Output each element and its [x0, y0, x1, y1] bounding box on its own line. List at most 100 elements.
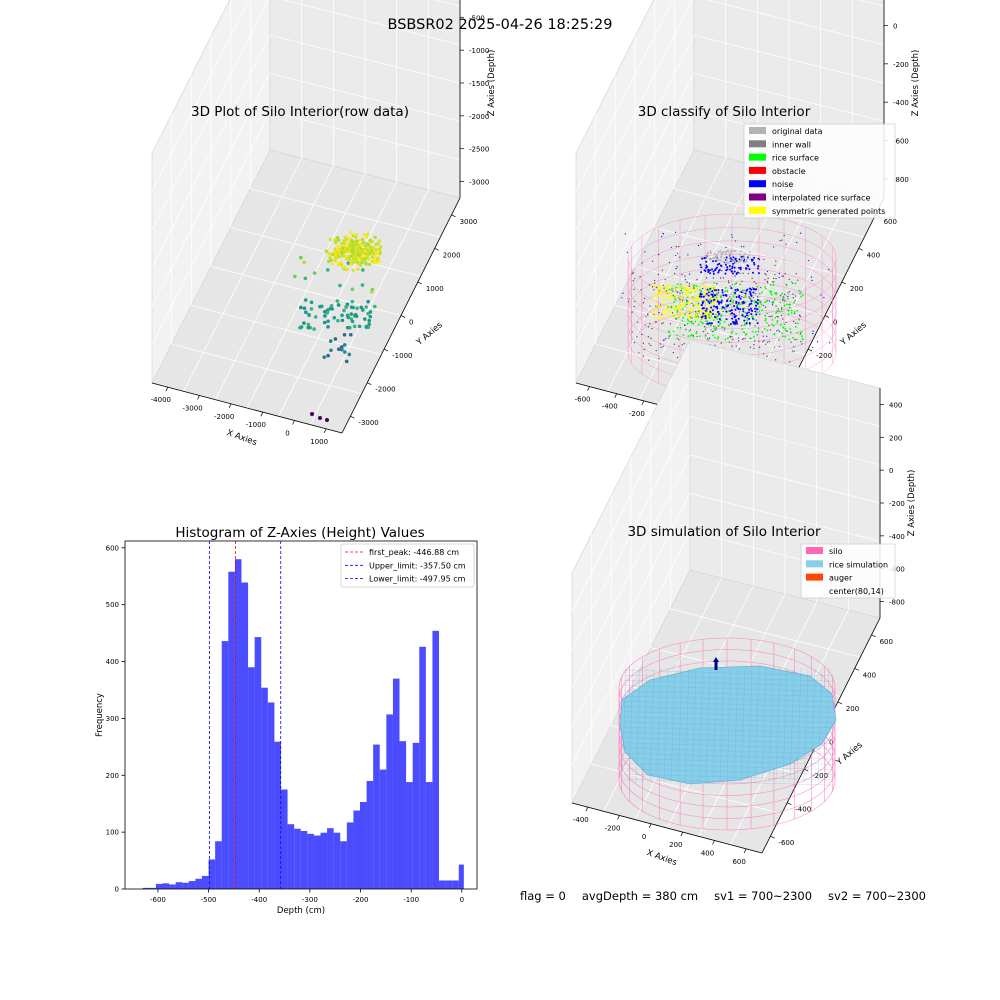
classified-point	[770, 292, 772, 294]
classified-point	[642, 302, 645, 304]
data-point	[333, 337, 338, 341]
data-point	[370, 255, 375, 259]
classified-point	[745, 267, 748, 270]
classified-point	[712, 298, 715, 301]
classified-point	[720, 342, 722, 344]
data-point	[330, 252, 335, 256]
classified-point	[675, 318, 677, 320]
classified-point	[679, 287, 682, 290]
classified-point	[746, 312, 749, 315]
classified-point	[665, 304, 668, 307]
classified-point	[771, 315, 774, 317]
data-point	[328, 306, 333, 311]
classified-point	[737, 260, 740, 263]
classified-point	[725, 262, 728, 265]
classified-point	[707, 332, 709, 335]
classified-point	[691, 317, 693, 319]
data-point	[350, 287, 355, 292]
classified-point	[724, 290, 727, 293]
classified-point	[696, 288, 699, 291]
classified-point	[700, 295, 703, 298]
classified-point	[724, 293, 727, 296]
classified-point	[707, 291, 710, 294]
classified-point	[687, 335, 690, 338]
data-point	[328, 256, 332, 260]
classified-point	[753, 344, 755, 346]
legend-label: auger	[829, 574, 853, 583]
classified-point	[785, 329, 788, 332]
legend-swatch	[806, 586, 823, 594]
mesh-line	[623, 706, 835, 713]
classified-point	[729, 322, 732, 325]
classified-point	[682, 316, 684, 319]
mesh-line	[684, 667, 690, 783]
classified-point	[715, 296, 718, 299]
classified-point	[673, 301, 675, 304]
classified-point	[755, 301, 758, 304]
classified-point	[746, 317, 748, 320]
classified-point	[695, 332, 698, 335]
classified-point	[692, 335, 695, 338]
classified-point	[717, 300, 720, 303]
classified-point	[694, 295, 697, 298]
classified-point	[723, 257, 726, 260]
classified-point	[721, 270, 723, 272]
data-point	[306, 325, 311, 330]
classified-point	[660, 317, 663, 320]
classified-point	[658, 357, 660, 360]
classified-point	[732, 338, 734, 341]
classified-point	[634, 277, 636, 280]
classified-point	[713, 319, 715, 322]
classified-point	[719, 277, 722, 279]
classified-point	[743, 296, 745, 299]
classified-point	[658, 312, 660, 314]
data-point	[323, 314, 327, 318]
histogram-bar	[182, 882, 189, 889]
classified-point	[651, 311, 654, 314]
classified-point	[631, 273, 633, 275]
classified-point	[794, 300, 796, 302]
classified-point	[636, 336, 638, 338]
histogram-bar	[195, 878, 202, 889]
classified-point	[748, 311, 751, 314]
classified-point	[675, 254, 677, 257]
classified-point	[668, 295, 671, 298]
classified-point	[676, 310, 679, 313]
classified-point	[704, 317, 707, 320]
classified-point	[787, 313, 790, 316]
data-point	[312, 271, 317, 275]
classified-point	[650, 344, 652, 347]
classified-point	[734, 275, 736, 277]
classified-point	[676, 326, 679, 329]
classified-point	[693, 287, 695, 290]
y-tick	[451, 214, 456, 218]
classified-point	[741, 257, 744, 260]
classified-point	[699, 321, 702, 323]
classified-point	[658, 293, 661, 296]
classified-point	[777, 308, 779, 310]
legend-swatch	[806, 560, 823, 568]
classified-point	[794, 322, 797, 324]
histogram-bar	[241, 582, 249, 889]
classified-point	[742, 291, 744, 294]
classified-point	[665, 306, 668, 309]
avg-depth-text: avgDepth = 380 cm	[581, 889, 699, 903]
classified-point	[746, 319, 749, 322]
classified-point	[783, 304, 786, 307]
classified-point	[731, 330, 734, 333]
classified-point	[708, 337, 711, 339]
classified-point	[758, 272, 761, 275]
data-point	[351, 259, 355, 263]
y-tick-label: -200	[812, 772, 828, 780]
classified-point	[677, 338, 680, 341]
classified-point	[702, 295, 705, 298]
histogram-bar	[267, 702, 275, 889]
legend-swatch	[749, 140, 766, 148]
data-point	[309, 300, 314, 305]
legend-label: noise	[772, 180, 793, 189]
mesh-line	[623, 763, 835, 770]
classified-point	[703, 256, 706, 259]
classified-point	[670, 246, 673, 249]
y-axis-label: Frequency	[95, 693, 105, 737]
data-point	[318, 304, 322, 309]
